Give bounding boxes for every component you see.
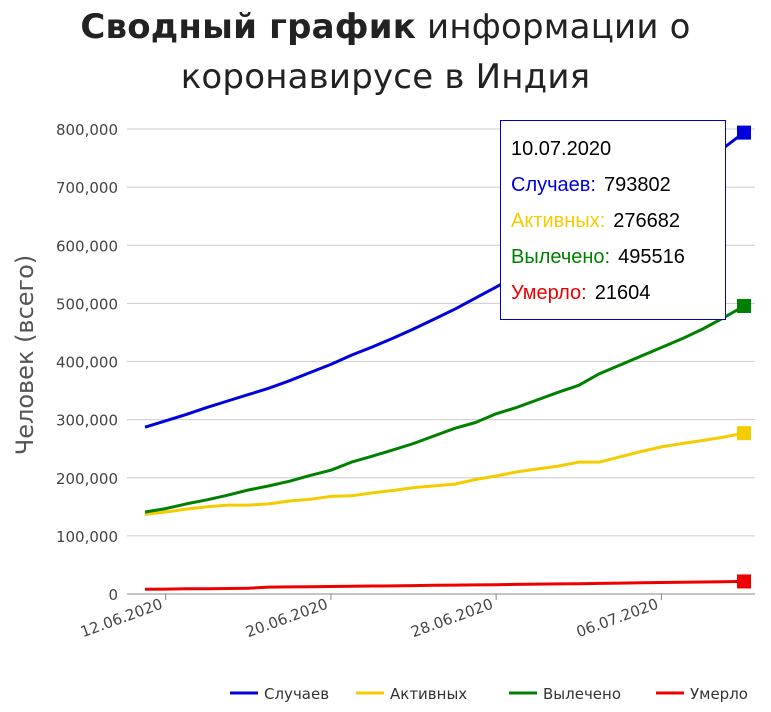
tooltip-row-active: Активных: 276682 [511, 203, 725, 239]
tooltip-row-recovered: Вылечено: 495516 [511, 239, 725, 275]
y-tick-label: 0 [108, 586, 118, 604]
y-tick-label: 500,000 [56, 295, 118, 313]
legend-label: Активных [390, 685, 467, 703]
tooltip-value: 276682 [613, 210, 680, 232]
y-tick-label: 100,000 [56, 528, 118, 546]
legend-label: Вылечено [543, 685, 621, 703]
tooltip-label: Умерло: [511, 282, 587, 304]
x-tick-label: 12.06.2020 [78, 595, 165, 641]
x-tick-label: 06.07.2020 [574, 595, 661, 641]
legend-label: Умерло [690, 685, 748, 703]
series-line [144, 579, 745, 591]
series-end-marker [737, 426, 751, 441]
series-line [144, 431, 745, 516]
x-axis-ticks: 12.06.2020 20.06.2020 28.06.2020 06.07.2020 [78, 594, 662, 641]
tooltip-row-deaths: Умерло: 21604 [511, 275, 725, 311]
series-end-marker [737, 125, 751, 140]
y-axis-label: Человек (всего) [11, 255, 39, 455]
tooltip-label: Активных: [511, 210, 606, 232]
data-tooltip: 10.07.2020 Случаев: 793802 Активных: 27668… [500, 120, 726, 320]
tooltip-label: Вылечено: [511, 246, 611, 268]
series-line [144, 304, 745, 514]
gridlines [127, 128, 755, 595]
tooltip-value: 21604 [594, 282, 651, 304]
y-tick-label: 800,000 [56, 121, 118, 139]
legend-label: Случаев [264, 685, 329, 703]
chart-title-rest: информации о коронавирусе в Индия [180, 7, 691, 97]
y-tick-label: 200,000 [56, 470, 118, 488]
chart-title: Сводный график информации о коронавирусе… [0, 2, 771, 102]
series-end-markers [737, 125, 751, 589]
y-tick-label: 400,000 [56, 354, 118, 372]
y-tick-label: 700,000 [56, 179, 118, 197]
y-axis-ticks: 0 100,000 200,000 300,000 400,000 500,000 600,… [56, 121, 118, 604]
tooltip-value: 793802 [603, 174, 671, 196]
x-tick-label: 20.06.2020 [243, 595, 330, 641]
y-tick-label: 600,000 [56, 237, 118, 255]
tooltip-row-cases: Случаев: 793802 [511, 167, 725, 203]
series-end-marker [737, 298, 751, 313]
tooltip-date: 10.07.2020 [511, 138, 612, 160]
legend: Случаев Активных Вылечено Умерло [230, 685, 748, 703]
tooltip-value: 495516 [618, 246, 685, 268]
y-tick-label: 300,000 [56, 412, 118, 430]
x-tick-label: 28.06.2020 [409, 595, 496, 641]
tooltip-label: Случаев: [511, 174, 596, 196]
chart-title-bold: Сводный график [80, 7, 417, 47]
series-end-marker [737, 574, 751, 589]
